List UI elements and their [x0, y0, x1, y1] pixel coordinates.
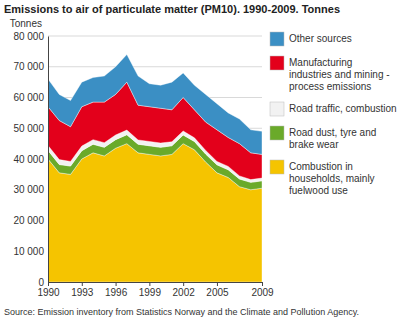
legend-label: Road dust, tyre andbrake wear — [289, 127, 376, 150]
tick: 1990 — [37, 282, 60, 298]
tick-label: 2002 — [173, 287, 196, 298]
legend-swatch — [270, 56, 284, 70]
tick-label: 1999 — [139, 287, 162, 298]
tick: 50 000 — [13, 123, 48, 134]
legend-label: Manufacturingindustries and mining -proc… — [289, 57, 390, 92]
legend-swatch — [270, 126, 284, 140]
tick-label: 70 000 — [13, 61, 44, 72]
tick: 2005 — [206, 282, 229, 298]
tick: 2002 — [173, 282, 196, 298]
axis-line — [49, 283, 263, 287]
tick-label: 1990 — [37, 287, 60, 298]
tick-mark — [217, 282, 218, 286]
tick-label: 30 000 — [13, 184, 44, 195]
tick-label: 1996 — [105, 287, 128, 298]
tick-label: 50 000 — [13, 123, 44, 134]
y-axis: 0 10 000 20 000 30 000 40 000 50 000 60 000 70 … — [13, 31, 48, 288]
tick-mark — [149, 282, 150, 286]
plot-area — [48, 54, 262, 282]
area — [48, 54, 262, 154]
tick-mark — [116, 282, 117, 286]
tick: 70 000 — [13, 61, 48, 72]
axis-line — [48, 37, 49, 283]
tick-mark — [262, 282, 263, 286]
legend-label: Combustion inhouseholds, mainlyfuelwood … — [289, 161, 375, 196]
tick-label: 2009 — [251, 287, 274, 298]
title: Emissions to air of particulate matter (… — [4, 3, 340, 15]
tick: 1996 — [105, 282, 128, 298]
tick: 60 000 — [13, 92, 48, 103]
tick: 1993 — [71, 282, 94, 298]
tick-mark — [48, 282, 49, 286]
tick: 2009 — [251, 282, 274, 298]
grid — [48, 36, 262, 282]
tick: 0 — [38, 277, 48, 288]
tick-label: 2005 — [206, 287, 229, 298]
tick: 10 000 — [13, 246, 48, 257]
tick: 80 000 — [13, 31, 48, 42]
tick-label: 40 000 — [13, 154, 44, 165]
legend-swatch — [270, 32, 284, 46]
legend-label: Road traffic, combustion — [289, 103, 397, 114]
tick-mark — [183, 282, 184, 286]
tick-mark — [82, 282, 83, 286]
tick: 40 000 — [13, 154, 48, 165]
tick-label: 80 000 — [13, 31, 44, 42]
tick-label: 10 000 — [13, 246, 44, 257]
grid-line — [48, 36, 262, 37]
grid-line — [48, 66, 262, 67]
legend-swatch — [270, 102, 284, 116]
tick: 30 000 — [13, 184, 48, 195]
x-axis: 1990 1993 1996 1999 2002 2005 2009 — [37, 282, 274, 298]
chart: Emissions to air of particulate matter (… — [0, 0, 400, 320]
legend-label: Other sources — [289, 33, 352, 44]
legend-swatch — [270, 160, 284, 174]
source: Source: Emission inventory from Statisti… — [4, 307, 359, 317]
tick-label: 60 000 — [13, 92, 44, 103]
tick: 1999 — [139, 282, 162, 298]
legend: Other sources Manufacturingindustries and… — [270, 32, 397, 196]
tick-label: 1993 — [71, 287, 94, 298]
tick-label: 20 000 — [13, 215, 44, 226]
tick: 20 000 — [13, 215, 48, 226]
tick-label: 0 — [38, 277, 44, 288]
y-axis-title: Tonnes — [10, 18, 42, 29]
